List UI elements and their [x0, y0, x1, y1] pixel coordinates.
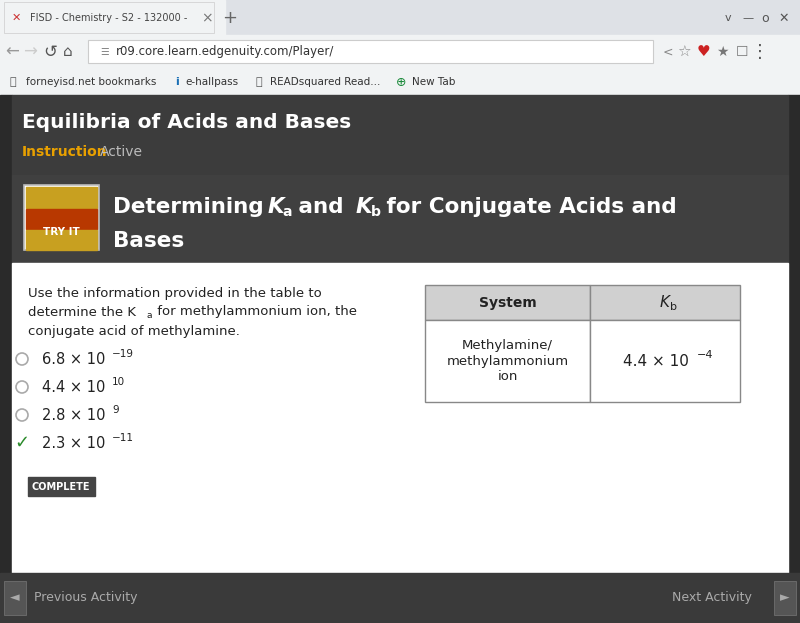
- Text: ↺: ↺: [43, 43, 57, 61]
- Bar: [28, 477, 95, 496]
- Text: 10: 10: [112, 377, 125, 387]
- Bar: [0, 0, 225, 35]
- Text: conjugate acid of methylamine.: conjugate acid of methylamine.: [28, 325, 240, 338]
- Text: forneyisd.net bookmarks: forneyisd.net bookmarks: [26, 77, 156, 87]
- Bar: [24, 185, 99, 250]
- Text: a: a: [146, 312, 152, 320]
- Text: ◄: ◄: [10, 591, 20, 604]
- Text: 9: 9: [112, 405, 118, 415]
- Text: ←: ←: [5, 43, 19, 61]
- Text: 4.4 × 10: 4.4 × 10: [42, 379, 106, 394]
- Text: Determining: Determining: [113, 197, 271, 217]
- Bar: [4, 2, 214, 33]
- Text: →: →: [23, 43, 37, 61]
- Text: Instruction: Instruction: [22, 145, 108, 159]
- Text: ☰: ☰: [100, 47, 109, 57]
- Text: −19: −19: [112, 349, 134, 359]
- Text: Methylamine/: Methylamine/: [462, 338, 553, 351]
- Text: −11: −11: [112, 433, 134, 443]
- Text: New Tab: New Tab: [412, 77, 455, 87]
- Text: 6.8 × 10: 6.8 × 10: [42, 351, 106, 366]
- Text: ►: ►: [780, 591, 790, 604]
- Text: System: System: [478, 295, 536, 310]
- Bar: [0, 95, 12, 573]
- Text: −4: −4: [697, 350, 713, 360]
- Text: ✓: ✓: [14, 434, 30, 452]
- Bar: [590, 320, 740, 402]
- Text: a: a: [282, 205, 292, 219]
- Text: K: K: [268, 197, 285, 217]
- Text: i: i: [175, 77, 178, 87]
- Text: —: —: [742, 13, 754, 23]
- Text: ion: ion: [498, 371, 518, 384]
- Circle shape: [16, 409, 28, 421]
- Text: ⊕: ⊕: [396, 75, 406, 88]
- Bar: [26, 231, 97, 250]
- Text: determine the K: determine the K: [28, 305, 136, 318]
- Text: K: K: [660, 295, 670, 310]
- Text: Bases: Bases: [113, 231, 184, 251]
- Text: READsquared Read...: READsquared Read...: [270, 77, 380, 87]
- Bar: [26, 187, 97, 207]
- Text: b: b: [670, 302, 677, 312]
- Text: 2.3 × 10: 2.3 × 10: [42, 435, 106, 450]
- Text: ★: ★: [716, 45, 728, 59]
- Bar: [0, 35, 800, 68]
- Text: Equilibria of Acids and Bases: Equilibria of Acids and Bases: [22, 113, 351, 131]
- Text: ✕: ✕: [778, 11, 790, 24]
- Bar: [4, 581, 26, 615]
- Text: COMPLETE: COMPLETE: [32, 482, 90, 492]
- Text: ☆: ☆: [677, 44, 691, 60]
- Text: o: o: [761, 11, 769, 24]
- Bar: [12, 175, 788, 263]
- Bar: [0, 573, 800, 623]
- Text: 2.8 × 10: 2.8 × 10: [42, 407, 106, 422]
- Text: and: and: [291, 197, 351, 217]
- Bar: [425, 320, 590, 402]
- Text: ×: ×: [201, 11, 213, 25]
- Bar: [88, 40, 653, 63]
- Text: methylammonium: methylammonium: [446, 354, 569, 368]
- Text: Previous Activity: Previous Activity: [34, 591, 138, 604]
- Text: 📁: 📁: [10, 77, 17, 87]
- Circle shape: [16, 353, 28, 365]
- Text: TRY IT: TRY IT: [43, 227, 80, 237]
- Circle shape: [16, 381, 28, 393]
- Text: K: K: [356, 197, 373, 217]
- Bar: [26, 209, 97, 229]
- Text: Use the information provided in the table to: Use the information provided in the tabl…: [28, 287, 322, 300]
- Bar: [788, 95, 800, 573]
- Bar: [590, 285, 740, 320]
- Text: ☐: ☐: [736, 45, 748, 59]
- Text: ✕: ✕: [11, 13, 21, 23]
- Bar: [12, 263, 788, 575]
- Text: Next Activity: Next Activity: [672, 591, 752, 604]
- Text: FISD - Chemistry - S2 - 132000 -: FISD - Chemistry - S2 - 132000 -: [30, 13, 187, 23]
- Text: +: +: [222, 9, 238, 27]
- Text: 📖: 📖: [255, 77, 262, 87]
- Text: for methylammonium ion, the: for methylammonium ion, the: [153, 305, 357, 318]
- Bar: [425, 285, 590, 320]
- Text: ♥: ♥: [696, 44, 710, 60]
- Text: e-hallpass: e-hallpass: [185, 77, 238, 87]
- Text: b: b: [370, 205, 381, 219]
- Text: ⌂: ⌂: [63, 44, 73, 60]
- Text: ⋮: ⋮: [751, 43, 769, 61]
- Text: 4.4 × 10: 4.4 × 10: [623, 353, 690, 368]
- Text: r09.core.learn.edgenuity.com/Player/: r09.core.learn.edgenuity.com/Player/: [116, 45, 334, 59]
- Text: v: v: [725, 13, 731, 23]
- Text: for Conjugate Acids and: for Conjugate Acids and: [379, 197, 677, 217]
- Bar: [774, 581, 796, 615]
- Bar: [12, 95, 788, 175]
- Bar: [0, 68, 800, 95]
- Bar: [0, 0, 800, 35]
- Text: Active: Active: [100, 145, 143, 159]
- Text: <: <: [662, 45, 674, 59]
